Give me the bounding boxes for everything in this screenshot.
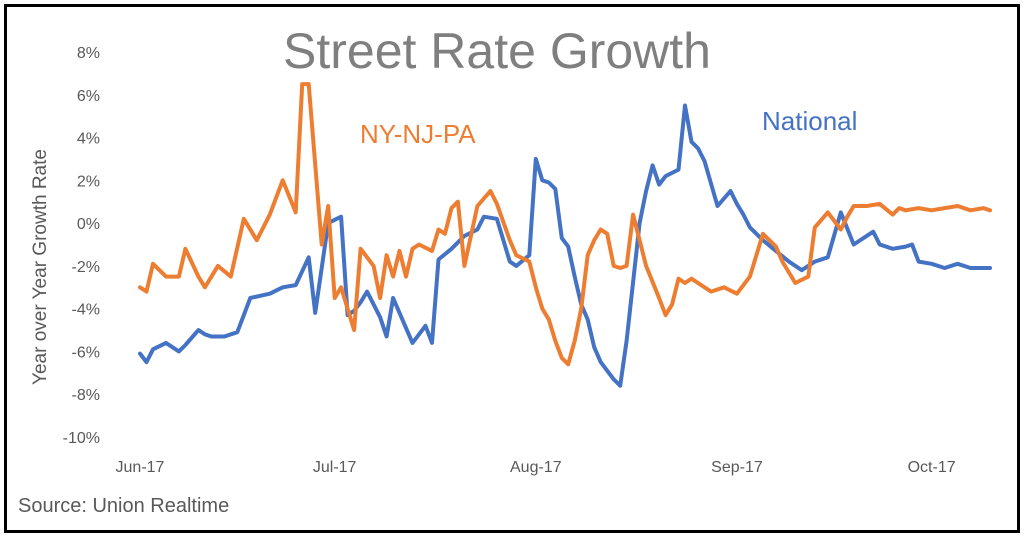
y-tick-label: 4% [77, 131, 100, 148]
x-tick-label: Sep-17 [711, 459, 763, 476]
chart-frame [4, 4, 1020, 533]
y-tick-label: -6% [72, 344, 100, 361]
x-tick-label: Jun-17 [116, 459, 165, 476]
y-tick-label: -10% [63, 430, 100, 447]
series-line-national [138, 103, 992, 388]
series-label-national: National [762, 106, 857, 136]
x-tick-label: Jul-17 [313, 459, 357, 476]
chart-title: Street Rate Growth [283, 23, 711, 79]
y-tick-label: -4% [72, 302, 100, 319]
x-tick-label: Oct-17 [908, 459, 956, 476]
y-tick-label: -2% [72, 259, 100, 276]
y-tick-label: 8% [77, 45, 100, 62]
series-lines [138, 82, 992, 388]
x-tick-labels: Jun-17 Jul-17 Aug-17 Sep-17 Oct-17 [116, 459, 956, 476]
source-note: Source: Union Realtime [18, 495, 229, 517]
y-tick-labels: 8% 6% 4% 2% 0% -2% -4% -6% -8% -10% [63, 45, 100, 447]
x-tick-label: Aug-17 [510, 459, 562, 476]
series-label-ny-nj-pa: NY-NJ-PA [360, 119, 476, 149]
y-tick-label: 2% [77, 173, 100, 190]
y-tick-label: 0% [77, 216, 100, 233]
y-axis-title: Year over Year Growth Rate [30, 149, 51, 385]
y-tick-label: 6% [77, 88, 100, 105]
y-tick-label: -8% [72, 387, 100, 404]
series-line-ny-nj-pa [138, 82, 992, 367]
